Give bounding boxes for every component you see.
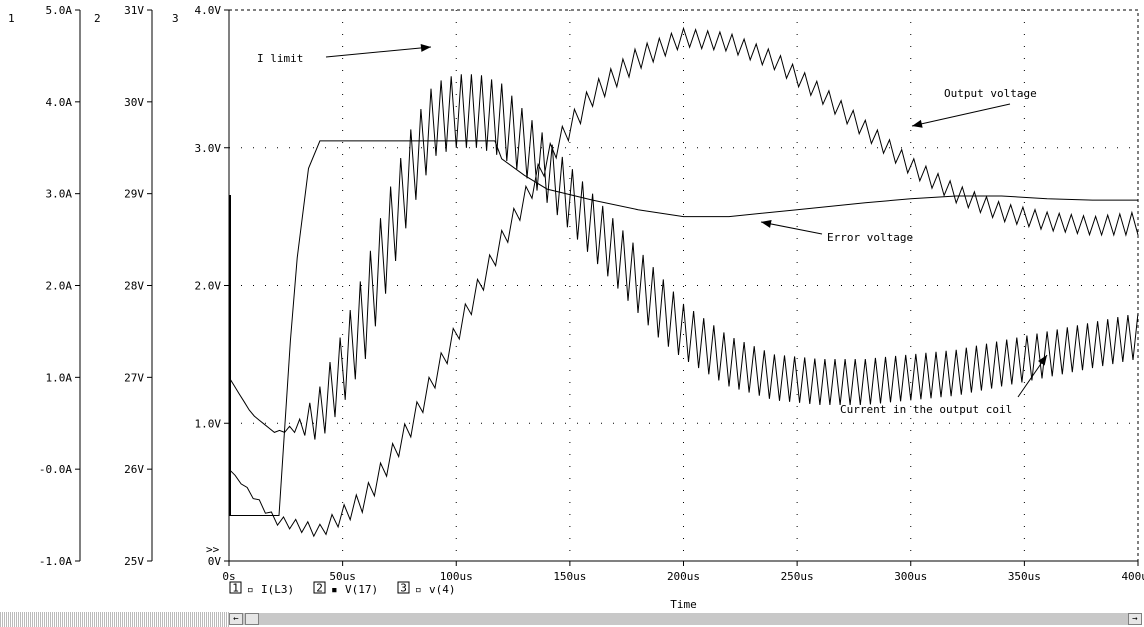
y-tick-label: 26V bbox=[124, 463, 144, 476]
annotation-arrow bbox=[325, 46, 432, 58]
y-tick-label: 27V bbox=[124, 371, 144, 384]
y-tick-label: 4.0A bbox=[46, 96, 73, 109]
annotation-arrow bbox=[760, 221, 823, 235]
series-line bbox=[229, 140, 1138, 516]
series-line bbox=[228, 74, 1139, 440]
y-tick-label: 25V bbox=[124, 555, 144, 568]
y-tick-label: 31V bbox=[124, 4, 144, 17]
annotation-label: Error voltage bbox=[827, 231, 913, 244]
y-tick-label: 29V bbox=[124, 188, 144, 201]
annotation-arrowhead bbox=[912, 119, 923, 128]
legend-marker: ▫ bbox=[247, 583, 254, 596]
y-tick-label: 1.0A bbox=[46, 371, 73, 384]
x-tick-label: 150us bbox=[553, 570, 586, 583]
plot-labels: 1 ▫ I(L3) 2 ▪ V(17) 3 ▫ v(4) I limit Output voltag… bbox=[229, 43, 1048, 596]
annotation-label: Output voltage bbox=[944, 87, 1037, 100]
y-tick-label: 5.0A bbox=[46, 4, 73, 17]
legend-series-name: I(L3) bbox=[261, 583, 294, 596]
series-line bbox=[228, 26, 1139, 538]
horizontal-scrollbar[interactable]: ← → bbox=[229, 612, 1142, 625]
y-tick-label: 2.0V bbox=[195, 280, 222, 293]
legend-series-name: v(4) bbox=[429, 583, 456, 596]
plot-axes: 1 -1.0A -0.0A 1.0A 2.0A 3.0A 4.0A 5.0A 2 25V 26V 27… bbox=[8, 4, 1144, 611]
x-axis-label: Time bbox=[670, 598, 697, 611]
y-tick-label: 28V bbox=[124, 280, 144, 293]
y-axis-id-2: 2 bbox=[94, 12, 101, 25]
y-tick-label: 1.0V bbox=[195, 417, 222, 430]
annotation-arrow bbox=[911, 103, 1011, 127]
y-axis-id-1: 1 bbox=[8, 12, 15, 25]
legend-axis-id: 3 bbox=[400, 582, 407, 595]
y-tick-label: -1.0A bbox=[39, 555, 72, 568]
x-tick-label: 50us bbox=[329, 570, 356, 583]
legend-marker: ▪ bbox=[331, 583, 338, 596]
scroll-thumb[interactable] bbox=[245, 613, 259, 625]
overflow-marker: >> bbox=[206, 543, 220, 556]
y-tick-label: 0V bbox=[208, 555, 222, 568]
annotation-arrowhead bbox=[1038, 355, 1047, 366]
x-tick-label: 400us bbox=[1121, 570, 1144, 583]
y-tick-label: 3.0A bbox=[46, 188, 73, 201]
annotation-arrowhead bbox=[761, 220, 772, 228]
x-tick-label: 250us bbox=[781, 570, 814, 583]
annotation-arrowhead bbox=[420, 43, 431, 52]
x-tick-label: 350us bbox=[1008, 570, 1041, 583]
legend-axis-id: 1 bbox=[232, 582, 239, 595]
y-axis-id-3: 3 bbox=[172, 12, 179, 25]
x-tick-label: 300us bbox=[894, 570, 927, 583]
status-dither bbox=[0, 612, 229, 627]
scroll-left-button[interactable]: ← bbox=[229, 613, 243, 625]
y-tick-label: 3.0V bbox=[195, 142, 222, 155]
y-tick-label: 4.0V bbox=[195, 4, 222, 17]
legend-axis-box bbox=[229, 581, 242, 594]
y-tick-label: 30V bbox=[124, 96, 144, 109]
legend-series-name: V(17) bbox=[345, 583, 378, 596]
x-tick-label: 200us bbox=[667, 570, 700, 583]
x-tick-label: 100us bbox=[440, 570, 473, 583]
plot-traces bbox=[228, 26, 1139, 538]
legend-axis-box bbox=[397, 581, 410, 594]
y-tick-label: 2.0A bbox=[46, 280, 73, 293]
legend-axis-box bbox=[313, 581, 326, 594]
transient-plot: 1 -1.0A -0.0A 1.0A 2.0A 3.0A 4.0A 5.0A 2 25V 26V 27… bbox=[8, 4, 1144, 611]
y-tick-label: -0.0A bbox=[39, 463, 72, 476]
x-tick-label: 0s bbox=[222, 570, 235, 583]
legend-marker: ▫ bbox=[415, 583, 422, 596]
legend-axis-id: 2 bbox=[316, 582, 323, 595]
annotation-label: I limit bbox=[257, 52, 303, 65]
scroll-right-button[interactable]: → bbox=[1128, 613, 1142, 625]
annotation-label: Current in the output coil bbox=[840, 403, 1012, 416]
